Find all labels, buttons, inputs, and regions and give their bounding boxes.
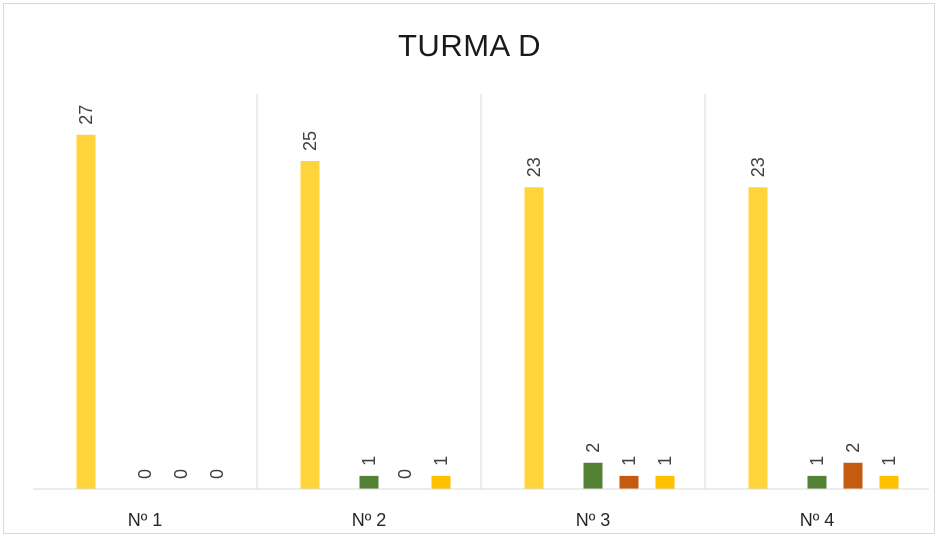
data-label: 1	[359, 456, 379, 466]
chart-frame	[3, 3, 935, 534]
data-label: 1	[655, 456, 675, 466]
bar-3-series-3	[619, 475, 639, 489]
data-label: 2	[843, 443, 863, 453]
data-label: 1	[807, 456, 827, 466]
bar-3-series-2	[583, 462, 603, 489]
bar-2-series-4	[431, 475, 451, 489]
bar-4-series-3	[843, 462, 863, 489]
bar-3-series-4	[655, 475, 675, 489]
bar-4-series-2	[807, 475, 827, 489]
x-tick-label: Nº 4	[800, 510, 835, 530]
data-label: 1	[431, 456, 451, 466]
data-label: 23	[748, 157, 768, 177]
data-label: 2	[583, 443, 603, 453]
data-label: 0	[171, 469, 191, 479]
data-label: 0	[135, 469, 155, 479]
data-label: 1	[879, 456, 899, 466]
bar-1-series-1	[76, 134, 96, 489]
bar-4-series-1	[748, 187, 768, 490]
x-tick-label: Nº 2	[352, 510, 387, 530]
data-label: 27	[76, 105, 96, 125]
bar-2-series-2	[359, 475, 379, 489]
data-label: 25	[300, 131, 320, 151]
data-label: 0	[395, 469, 415, 479]
data-label: 0	[207, 469, 227, 479]
x-tick-label: Nº 3	[576, 510, 611, 530]
bar-4-series-4	[879, 475, 899, 489]
chart-title: TURMA D	[398, 28, 541, 63]
bar-3-series-1	[524, 187, 544, 490]
data-label: 23	[524, 157, 544, 177]
x-tick-label: Nº 1	[128, 510, 163, 530]
bar-2-series-1	[300, 161, 320, 489]
data-label: 1	[619, 456, 639, 466]
